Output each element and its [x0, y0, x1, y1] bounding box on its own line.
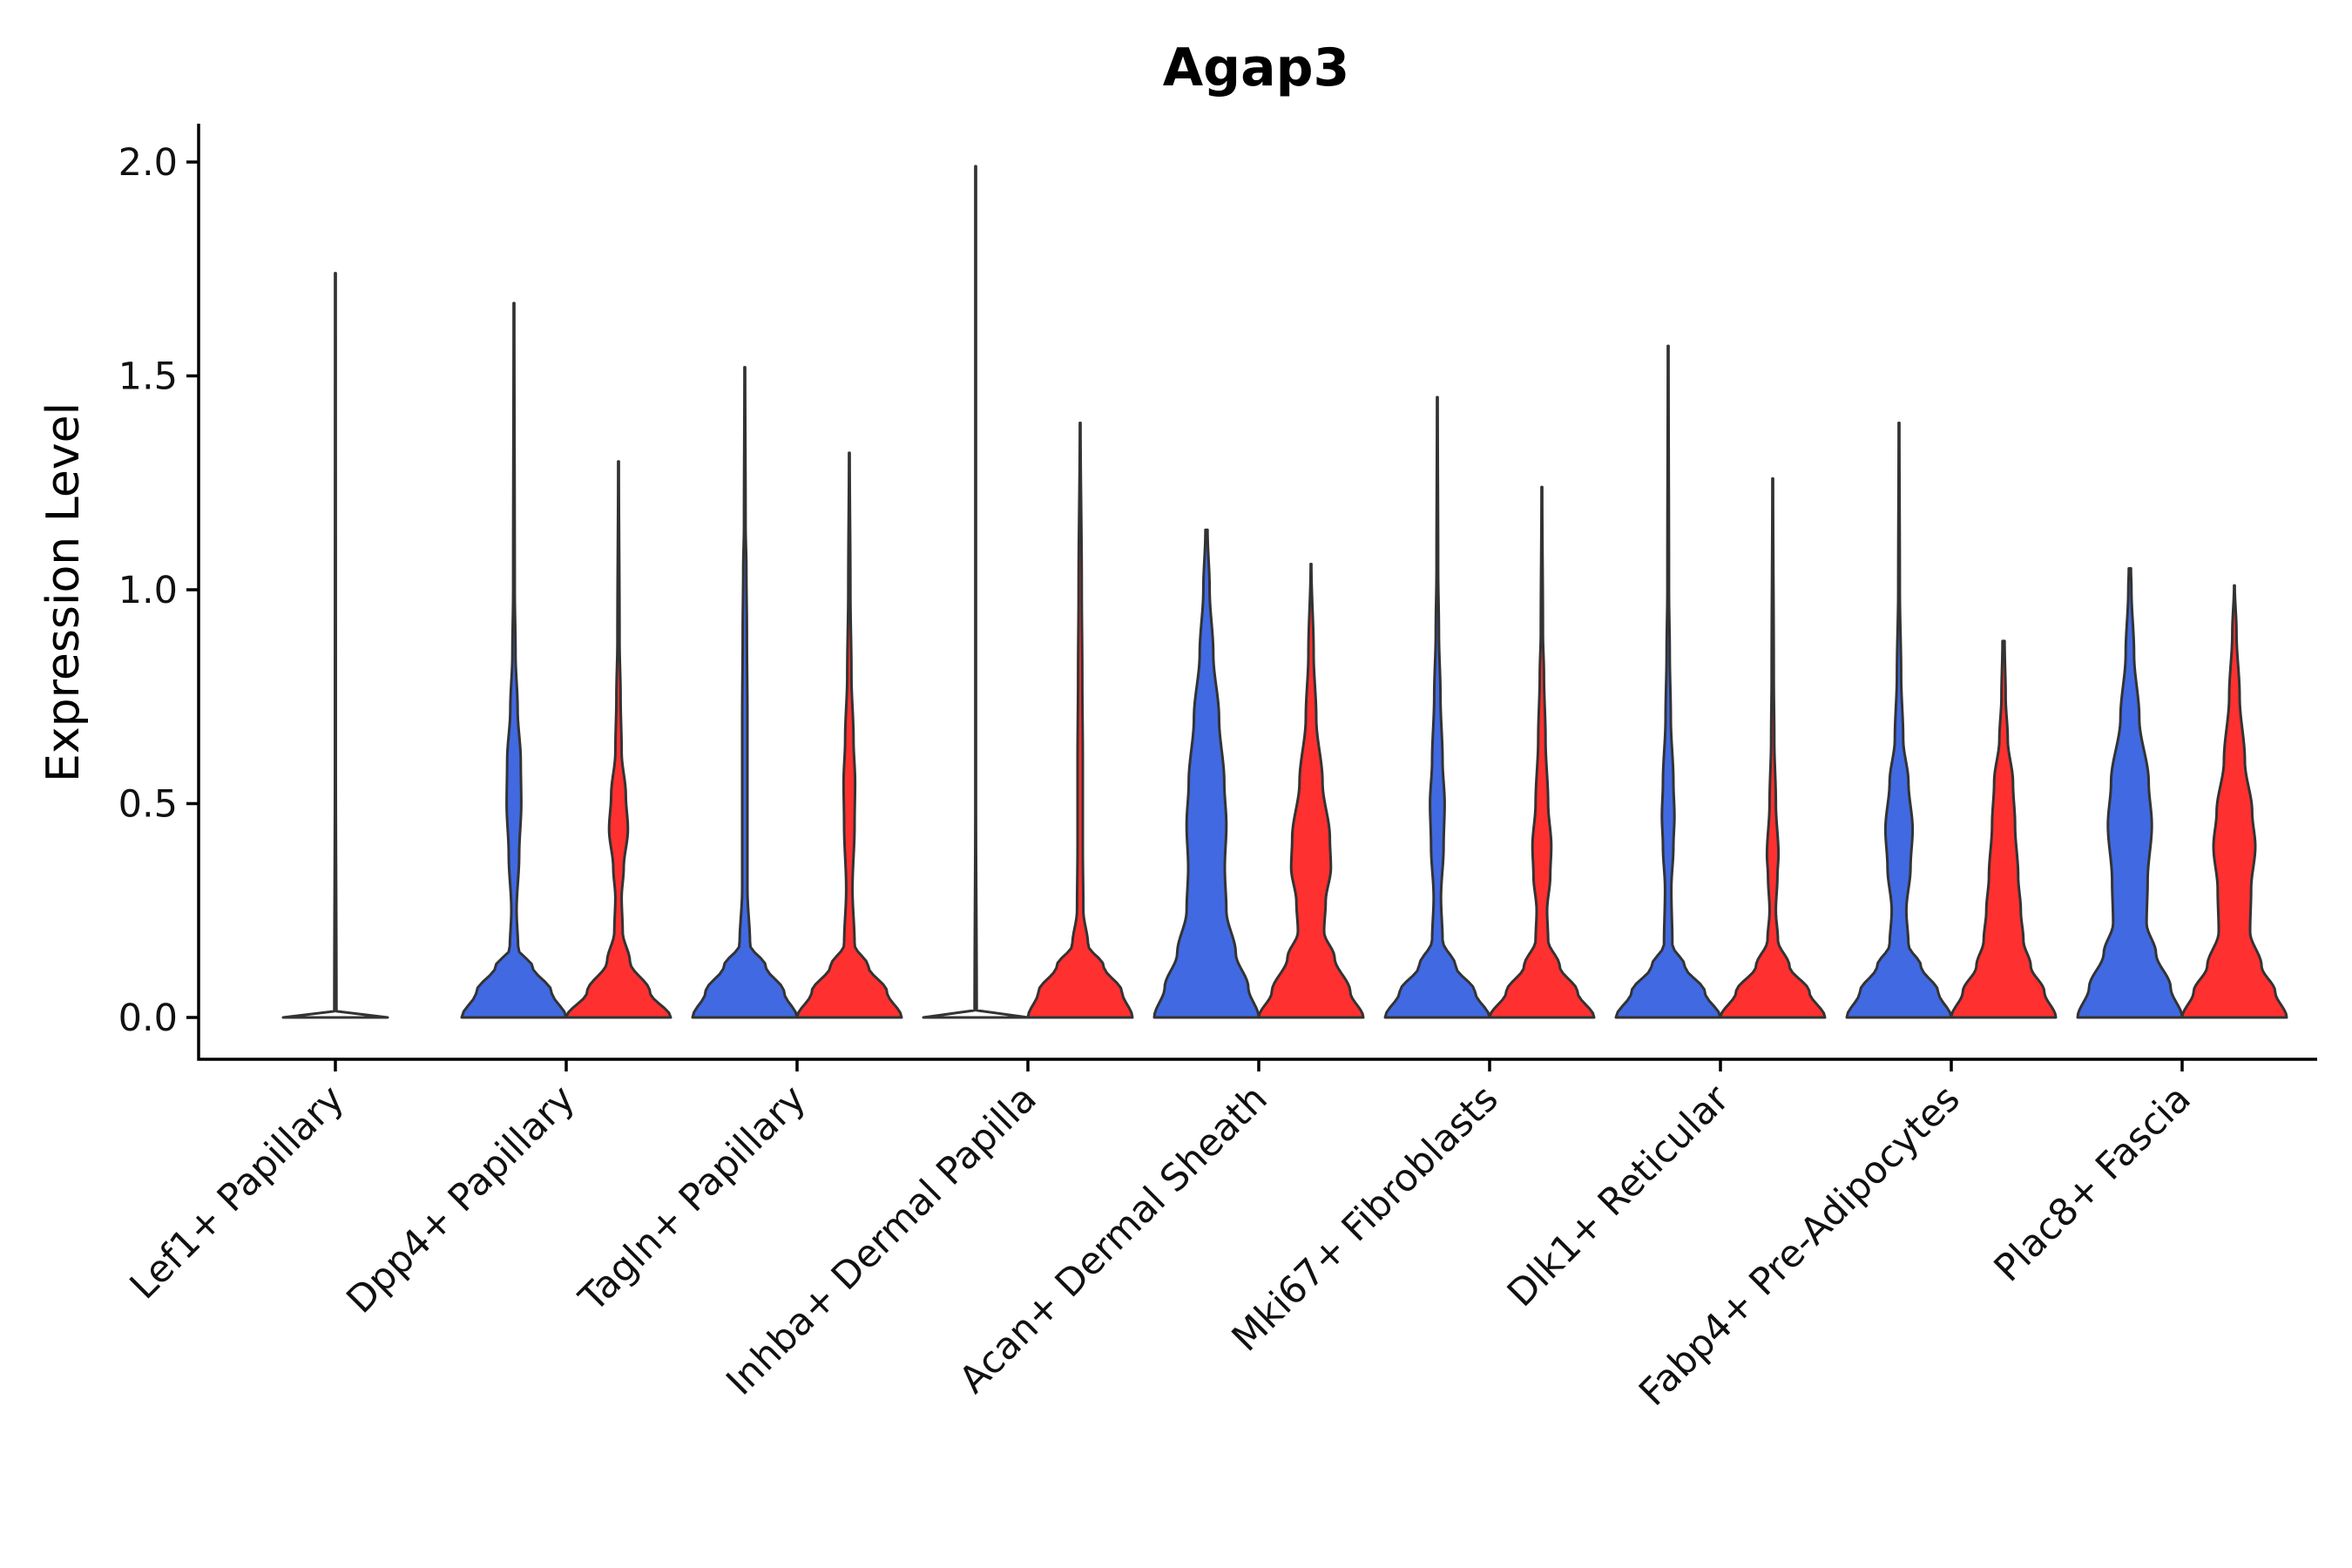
violin-7-1 — [1614, 344, 1722, 1019]
violin-4-1 — [922, 165, 1030, 1019]
violin-8-2 — [1950, 639, 2058, 1019]
violin-7-2 — [1719, 476, 1827, 1019]
x-tick-label: Plac8+ Fascia — [1986, 1077, 2200, 1290]
y-tick-label: 2.0 — [118, 141, 178, 185]
y-tick-label: 1.0 — [118, 569, 178, 612]
x-tick-label: Lef1+ Papillary — [122, 1077, 353, 1308]
violin-8-1 — [1845, 422, 1953, 1019]
violin-9-1 — [2076, 566, 2184, 1019]
violin-2-1 — [460, 301, 568, 1019]
x-tick-label: Mki67+ Fibroblasts — [1224, 1077, 1507, 1360]
y-axis-label: Expression Level — [37, 402, 90, 782]
violin-4-2 — [1026, 422, 1134, 1019]
violin-9-2 — [2180, 584, 2288, 1019]
violins-layer — [281, 165, 2288, 1019]
violin-6-2 — [1488, 485, 1596, 1019]
x-tick-label: Dpp4+ Papillary — [339, 1077, 584, 1321]
chart-title: Agap3 — [1163, 37, 1350, 98]
violin-3-2 — [795, 451, 903, 1019]
y-tick-label: 0.0 — [118, 997, 178, 1040]
x-tick-label: Tagln+ Papillary — [571, 1077, 814, 1321]
violin-1-1 — [281, 272, 389, 1019]
violin-5-2 — [1257, 563, 1365, 1019]
violin-3-1 — [691, 366, 799, 1019]
y-tick-label: 0.5 — [118, 783, 178, 827]
axes-lines — [197, 124, 2317, 1061]
violin-2-2 — [564, 460, 672, 1019]
violin-5-1 — [1152, 528, 1260, 1019]
y-tick-label: 1.5 — [118, 355, 178, 399]
violin-6-1 — [1383, 395, 1491, 1019]
y-axis-ticks: 0.0 0.5 1.0 1.5 2.0 — [118, 141, 199, 1040]
x-tick-label: Dlk1+ Reticular — [1499, 1077, 1738, 1315]
